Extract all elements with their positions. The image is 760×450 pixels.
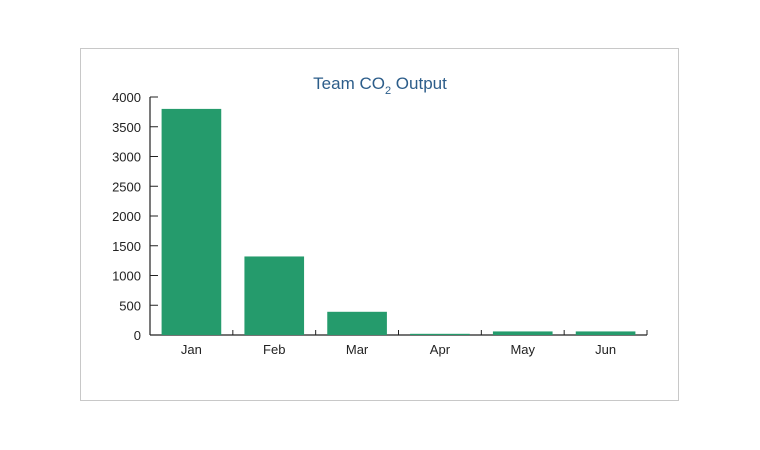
- x-tick-labels: Jan Feb Mar Apr May Jun: [181, 342, 616, 357]
- y-tick-labels: 0 500 1000 1500 2000 2500 3000 3500 4000: [112, 90, 141, 343]
- bar-mar: [327, 311, 387, 335]
- bar-feb: [244, 256, 305, 335]
- y-tick-label: 2500: [112, 179, 141, 194]
- x-tick-label: May: [510, 342, 535, 357]
- axes: [149, 96, 648, 336]
- y-tick-label: 4000: [112, 90, 141, 105]
- x-tick-label: Jun: [595, 342, 616, 357]
- y-tick-label: 3000: [112, 150, 141, 165]
- y-tick-label: 500: [119, 298, 141, 313]
- bar-jan: [161, 108, 222, 336]
- x-tick-label: Jan: [181, 342, 202, 357]
- y-tick-label: 0: [134, 328, 141, 343]
- bar-may: [492, 331, 553, 335]
- x-tick-label: Mar: [346, 342, 369, 357]
- y-tick-label: 3500: [112, 120, 141, 135]
- bar-jun: [575, 331, 636, 335]
- bar-apr: [410, 333, 470, 335]
- chart-title: Team CO2 Output: [313, 74, 447, 97]
- y-tick-label: 1000: [112, 269, 141, 284]
- y-tick-label: 2000: [112, 209, 141, 224]
- x-tick-label: Feb: [263, 342, 285, 357]
- x-tick-label: Apr: [430, 342, 451, 357]
- bars-group: [161, 108, 636, 336]
- y-tick-label: 1500: [112, 239, 141, 254]
